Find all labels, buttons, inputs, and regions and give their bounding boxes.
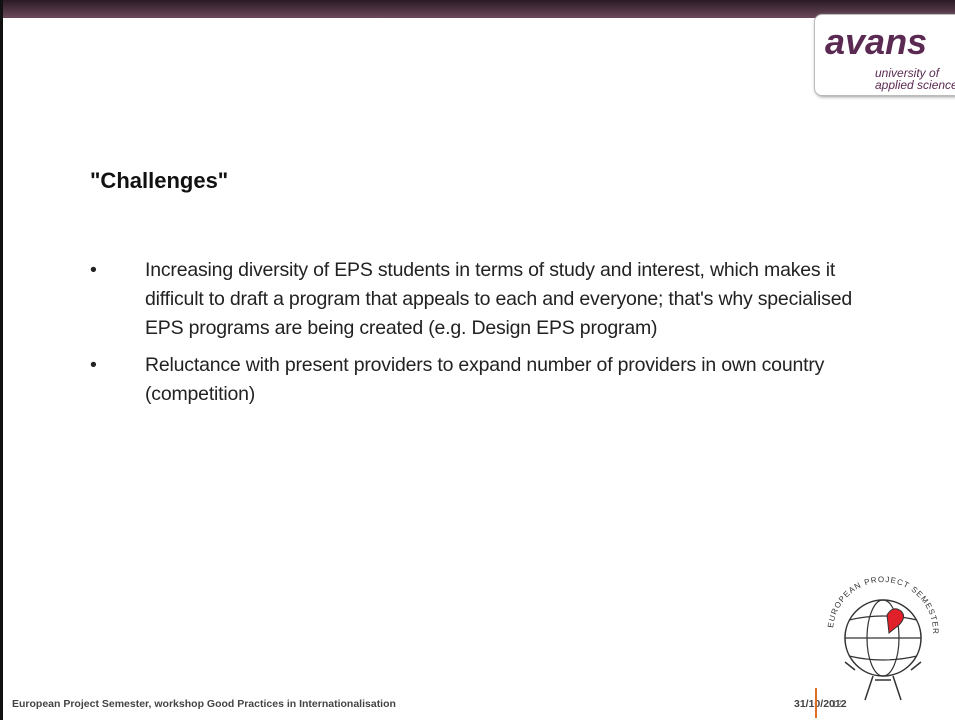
bullet-item: Reluctance with present providers to exp… — [90, 351, 860, 409]
footer-separator — [815, 688, 817, 718]
slide-title: "Challenges" — [90, 168, 228, 194]
logo-name: avans — [825, 21, 927, 63]
bullet-item: Increasing diversity of EPS students in … — [90, 256, 860, 343]
left-border — [0, 0, 3, 720]
slide: avans university of applied sciences "Ch… — [0, 0, 955, 720]
emblem-text-path: EUROPEAN PROJECT SEMESTER — [826, 575, 940, 635]
bullet-list: Increasing diversity of EPS students in … — [90, 256, 860, 417]
footer-text: European Project Semester, workshop Good… — [12, 698, 396, 710]
emblem-text: EUROPEAN PROJECT SEMESTER — [826, 575, 940, 635]
page: avans university of applied sciences "Ch… — [0, 0, 955, 720]
logo: avans university of applied sciences — [814, 14, 955, 96]
page-number: 12 — [832, 699, 842, 709]
emblem: EUROPEAN PROJECT SEMESTER — [815, 570, 950, 705]
logo-subtitle: applied sciences — [875, 79, 955, 91]
top-bar — [0, 0, 955, 18]
